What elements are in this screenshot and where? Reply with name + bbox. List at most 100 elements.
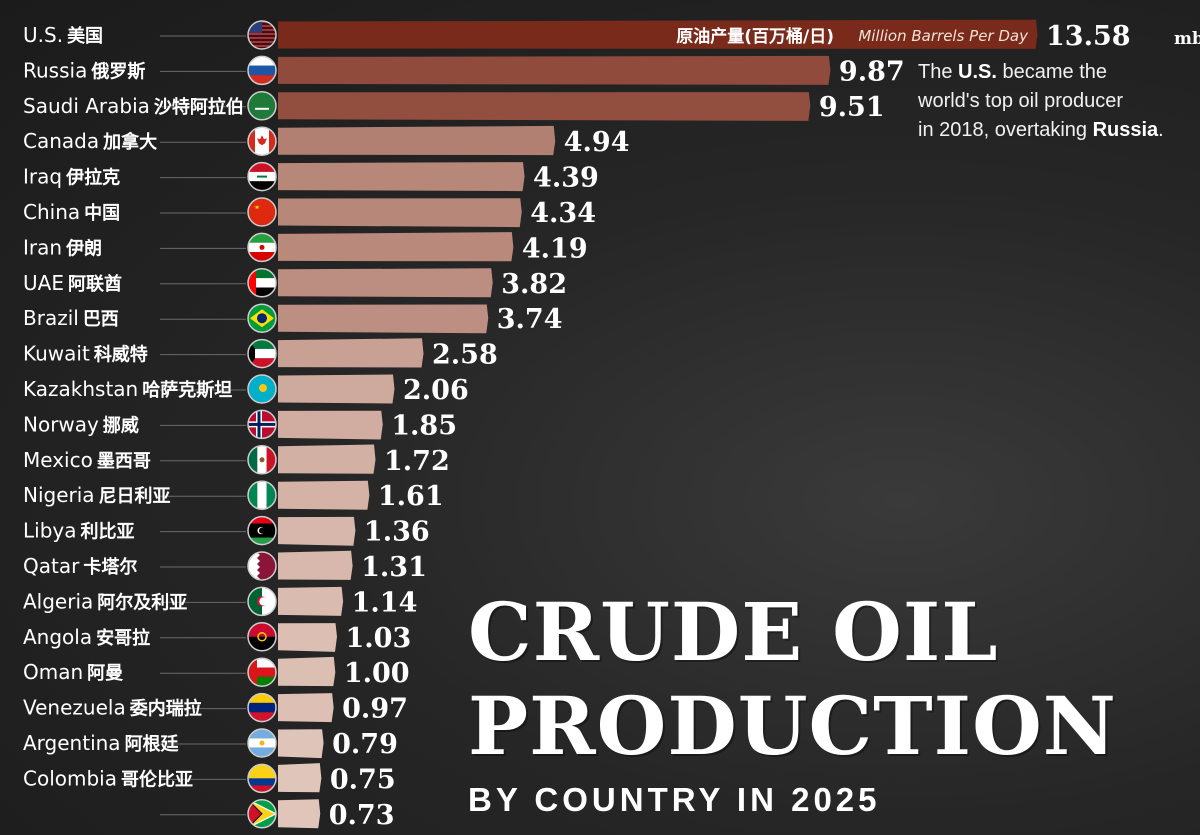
bar <box>278 162 525 192</box>
bar-row: Iraq 伊拉克 4.39 <box>23 161 599 194</box>
value-label: 3.82 <box>501 269 567 300</box>
annotation-russia: Russia <box>1092 119 1159 141</box>
bar-row: Saudi Arabia 沙特阿拉伯 9.51 <box>23 91 885 123</box>
country-label: Mexico 墨西哥 <box>23 448 151 472</box>
bar-row: Algeria 阿尔及利亚 1.14 <box>23 586 417 618</box>
value-label: 2.58 <box>432 340 498 371</box>
algeria-flag-icon <box>247 586 277 617</box>
country-name-en: Russia <box>23 58 87 82</box>
annotation-us: U.S. <box>958 61 997 83</box>
country-name-cn: 科威特 <box>94 344 148 366</box>
country-name-cn: 尼日利亚 <box>99 485 171 507</box>
country-name-cn: 美国 <box>67 25 103 47</box>
value-label: 0.79 <box>332 729 398 760</box>
bar-row: U.S. 美国 原油产量(百万桶/日) Million Barrels Per Day… <box>23 19 1200 52</box>
iran-flag-icon <box>247 232 277 263</box>
saudi-arabia-flag-icon <box>247 91 277 121</box>
country-name-en: Brazil <box>23 306 79 330</box>
guyana-flag-icon <box>247 799 277 829</box>
country-name-cn: 墨西哥 <box>97 451 151 472</box>
country-name-cn: 安哥拉 <box>96 627 150 649</box>
country-label: Saudi Arabia 沙特阿拉伯 <box>23 94 244 118</box>
unit-label: mb/d <box>1174 29 1200 49</box>
bar <box>278 92 811 121</box>
bar <box>278 729 324 759</box>
value-label: 1.72 <box>384 446 450 477</box>
value-label: 4.94 <box>564 127 630 158</box>
country-name-en: U.S. <box>23 23 63 47</box>
value-label: 4.34 <box>530 198 596 229</box>
china-flag-icon <box>247 197 277 227</box>
country-name-cn: 巴西 <box>83 309 119 330</box>
kuwait-flag-icon <box>247 338 277 369</box>
country-name-en: Saudi Arabia <box>23 94 150 118</box>
country-name-cn: 阿根廷 <box>125 733 180 755</box>
bar-row: Oman 阿曼 1.00 <box>23 656 410 689</box>
country-label: Nigeria 尼日利亚 <box>23 483 171 507</box>
angola-flag-icon <box>247 622 277 652</box>
bar <box>278 480 370 510</box>
title-block: CRUDE OIL PRODUCTION BY COUNTRY IN 2025 <box>468 585 1117 819</box>
venezuela-flag-icon <box>247 692 277 723</box>
country-label: UAE 阿联酋 <box>23 271 122 295</box>
country-name-en: Kuwait <box>23 342 90 366</box>
country-name-en: Kazakhstan <box>23 377 138 401</box>
bar <box>278 550 353 580</box>
iraq-flag-icon <box>247 161 277 192</box>
bar-row: 0.73 <box>160 799 395 831</box>
russia-flag-icon <box>247 55 277 86</box>
bar <box>278 125 556 156</box>
bar <box>278 232 514 262</box>
country-label: Norway 挪威 <box>23 412 139 436</box>
bar <box>278 198 522 228</box>
country-label: Algeria 阿尔及利亚 <box>23 589 187 613</box>
bar <box>278 55 831 85</box>
country-name-en: Venezuela <box>23 696 126 720</box>
country-name-cn: 阿联酋 <box>68 273 122 295</box>
country-name-en: Algeria <box>23 589 93 613</box>
country-label: Colombia 哥伦比亚 <box>23 766 193 790</box>
country-name-en: Oman <box>23 660 83 684</box>
country-label: Angola 安哥拉 <box>23 625 150 649</box>
annotation-text: The <box>918 61 959 83</box>
country-name-en: Argentina <box>23 731 121 755</box>
value-label: 9.87 <box>839 56 905 87</box>
bar-row: Brazil 巴西 3.74 <box>23 303 563 335</box>
country-name-cn: 加拿大 <box>102 131 157 153</box>
bar-row: Venezuela 委内瑞拉 0.97 <box>23 692 408 725</box>
chart-subtitle: BY COUNTRY IN 2025 <box>468 781 881 818</box>
value-label: 9.51 <box>819 92 885 123</box>
bar-row: Angola 安哥拉 1.03 <box>23 622 411 654</box>
country-label: Kazakhstan 哈萨克斯坦 <box>23 377 232 401</box>
country-name-cn: 伊朗 <box>65 237 102 259</box>
norway-flag-icon <box>247 409 277 440</box>
country-label: Qatar 卡塔尔 <box>23 554 137 578</box>
oman-flag-icon <box>247 657 277 687</box>
country-label: Canada 加拿大 <box>23 129 157 153</box>
chart-title-line-1: CRUDE OIL <box>468 585 999 679</box>
country-name-cn: 利比亚 <box>81 521 135 543</box>
country-name-en: Canada <box>23 129 99 153</box>
country-label: U.S. 美国 <box>23 23 103 47</box>
country-name-en: Norway <box>23 412 99 436</box>
bar-row: Qatar 卡塔尔 1.31 <box>23 550 427 583</box>
bar-caption-en: Million Barrels Per Day <box>858 27 1029 45</box>
value-label: 2.06 <box>403 375 469 406</box>
bar-row: Mexico 墨西哥 1.72 <box>23 444 450 477</box>
bar-row: Iran 伊朗 4.19 <box>23 232 588 264</box>
bar-row: Kazakhstan 哈萨克斯坦 2.06 <box>23 374 469 406</box>
country-name-cn: 伊拉克 <box>65 167 120 189</box>
bar <box>278 623 337 652</box>
bar-row: Kuwait 科威特 2.58 <box>23 338 498 371</box>
annotation-text: became the <box>996 61 1108 83</box>
country-label: Iraq 伊拉克 <box>23 165 120 189</box>
country-name-en: Colombia <box>23 766 117 790</box>
country-name-cn: 哥伦比亚 <box>121 768 193 790</box>
country-name-cn: 哈萨克斯坦 <box>142 379 232 401</box>
bar-row: UAE 阿联酋 3.82 <box>23 268 567 300</box>
country-name-cn: 挪威 <box>103 414 139 436</box>
country-label: Kuwait 科威特 <box>23 342 148 366</box>
country-name-cn: 中国 <box>84 202 120 224</box>
nigeria-flag-icon <box>247 480 277 510</box>
bar-row: Norway 挪威 1.85 <box>23 409 457 441</box>
